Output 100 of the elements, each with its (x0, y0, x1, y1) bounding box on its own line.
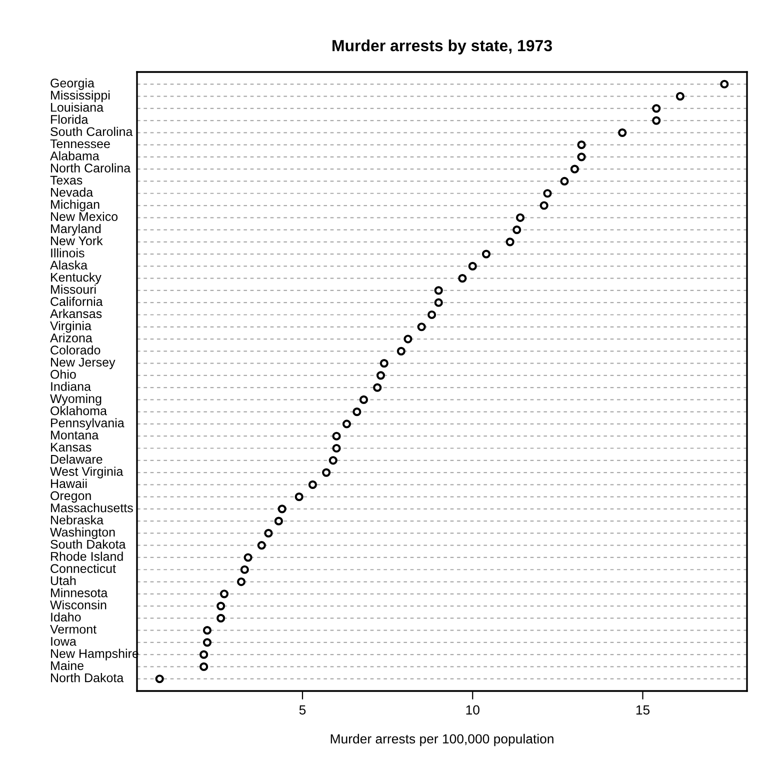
y-tick-label: Washington (50, 527, 115, 540)
point (720, 80, 729, 88)
y-tick-label: South Carolina (50, 126, 133, 136)
point (202, 638, 212, 647)
point (359, 395, 368, 404)
y-tick-label: New Jersey (51, 358, 116, 370)
point (278, 504, 286, 514)
point (482, 250, 491, 258)
y-tick-label: Florida (51, 114, 88, 124)
y-tick-label: Oregon (50, 491, 91, 503)
y-tick-label: Indiana (51, 382, 92, 391)
y-tick-label: Nevada (51, 188, 94, 197)
y-tick-label: Connecticut (50, 564, 116, 573)
chart-title: Murder arrests by state, 1973 (332, 40, 552, 54)
y-tick-label: Missouri (51, 284, 96, 294)
y-tick-label: Delaware (51, 454, 102, 464)
point (332, 444, 341, 453)
point (506, 238, 514, 246)
point (540, 201, 548, 210)
y-tick-label: Tennessee (50, 139, 110, 148)
point (155, 674, 164, 684)
y-tick-label: Pennsylvania (51, 418, 124, 430)
y-tick-label: Michigan (51, 200, 100, 212)
y-tick-label: Montana (51, 430, 99, 440)
point (577, 152, 586, 162)
point (202, 626, 212, 635)
y-tick-label: Kentucky (51, 272, 102, 284)
point (468, 262, 477, 270)
point (200, 650, 208, 659)
y-tick-label: Maryland (51, 224, 101, 236)
y-tick-label: South Dakota (50, 540, 126, 549)
point (570, 164, 579, 174)
y-tick-label: Texas (50, 176, 82, 185)
x-tick-label: 10 (466, 705, 480, 715)
y-tick-label: Massachusetts (51, 503, 133, 512)
point (577, 140, 586, 150)
y-tick-label: Alaska (50, 260, 88, 270)
y-tick-label: California (50, 296, 103, 306)
y-tick-label: New York (51, 236, 103, 246)
y-tick-label: Alabama (50, 151, 100, 160)
y-tick-label: Nebraska (51, 515, 104, 524)
y-tick-label: New Mexico (51, 212, 118, 222)
point (380, 358, 388, 368)
y-tick-label: Wisconsin (50, 600, 106, 610)
x-tick-label: 5 (299, 705, 306, 715)
point (220, 590, 229, 598)
point (373, 383, 382, 392)
point (427, 310, 436, 320)
point (618, 128, 627, 137)
point (652, 116, 661, 125)
y-tick-label: Maine (51, 660, 84, 670)
point (257, 541, 266, 550)
point (676, 92, 684, 101)
y-tick-label: Hawaii (51, 478, 87, 488)
y-tick-label: Iowa (51, 637, 76, 646)
y-tick-label: Illinois (51, 248, 84, 258)
point (434, 298, 443, 307)
point (652, 104, 661, 113)
y-tick-label: North Carolina (51, 163, 131, 172)
point (264, 528, 273, 538)
y-tick-label: Idaho (51, 612, 81, 622)
point (332, 432, 341, 440)
point (240, 565, 249, 574)
y-tick-label: Wyoming (50, 394, 102, 406)
point (216, 602, 226, 610)
point (516, 213, 525, 222)
y-tick-label: Virginia (50, 321, 92, 333)
point (560, 176, 569, 186)
point (216, 614, 226, 622)
x-tick-label: 15 (636, 705, 650, 715)
y-tick-label: Arkansas (50, 308, 102, 318)
point (342, 420, 352, 428)
y-tick-label: North Dakota (51, 673, 124, 682)
point (417, 322, 426, 332)
point (236, 577, 246, 586)
point (294, 492, 304, 502)
point (352, 408, 362, 416)
y-tick-label: Vermont (50, 624, 96, 634)
point (274, 516, 283, 526)
y-tick-label: Georgia (50, 78, 94, 90)
point (543, 189, 552, 198)
point (404, 334, 412, 344)
y-tick-label: Kansas (51, 442, 92, 452)
point (308, 480, 318, 489)
point (396, 346, 406, 356)
point (322, 468, 331, 477)
point (200, 662, 208, 672)
point (244, 553, 252, 562)
y-tick-label: Oklahoma (50, 406, 107, 416)
y-tick-label: Arizona (50, 333, 92, 342)
point (376, 371, 386, 380)
y-tick-label: Ohio (50, 370, 76, 379)
y-tick-label: Louisiana (51, 102, 104, 112)
y-tick-label: Rhode Island (51, 552, 123, 561)
y-tick-label: Colorado (50, 345, 100, 355)
x-axis-title: Murder arrests per 100,000 population (330, 734, 554, 746)
point (458, 274, 467, 283)
y-tick-label: Mississippi (51, 90, 110, 102)
y-tick-label: Minnesota (51, 588, 108, 598)
point (434, 286, 443, 295)
